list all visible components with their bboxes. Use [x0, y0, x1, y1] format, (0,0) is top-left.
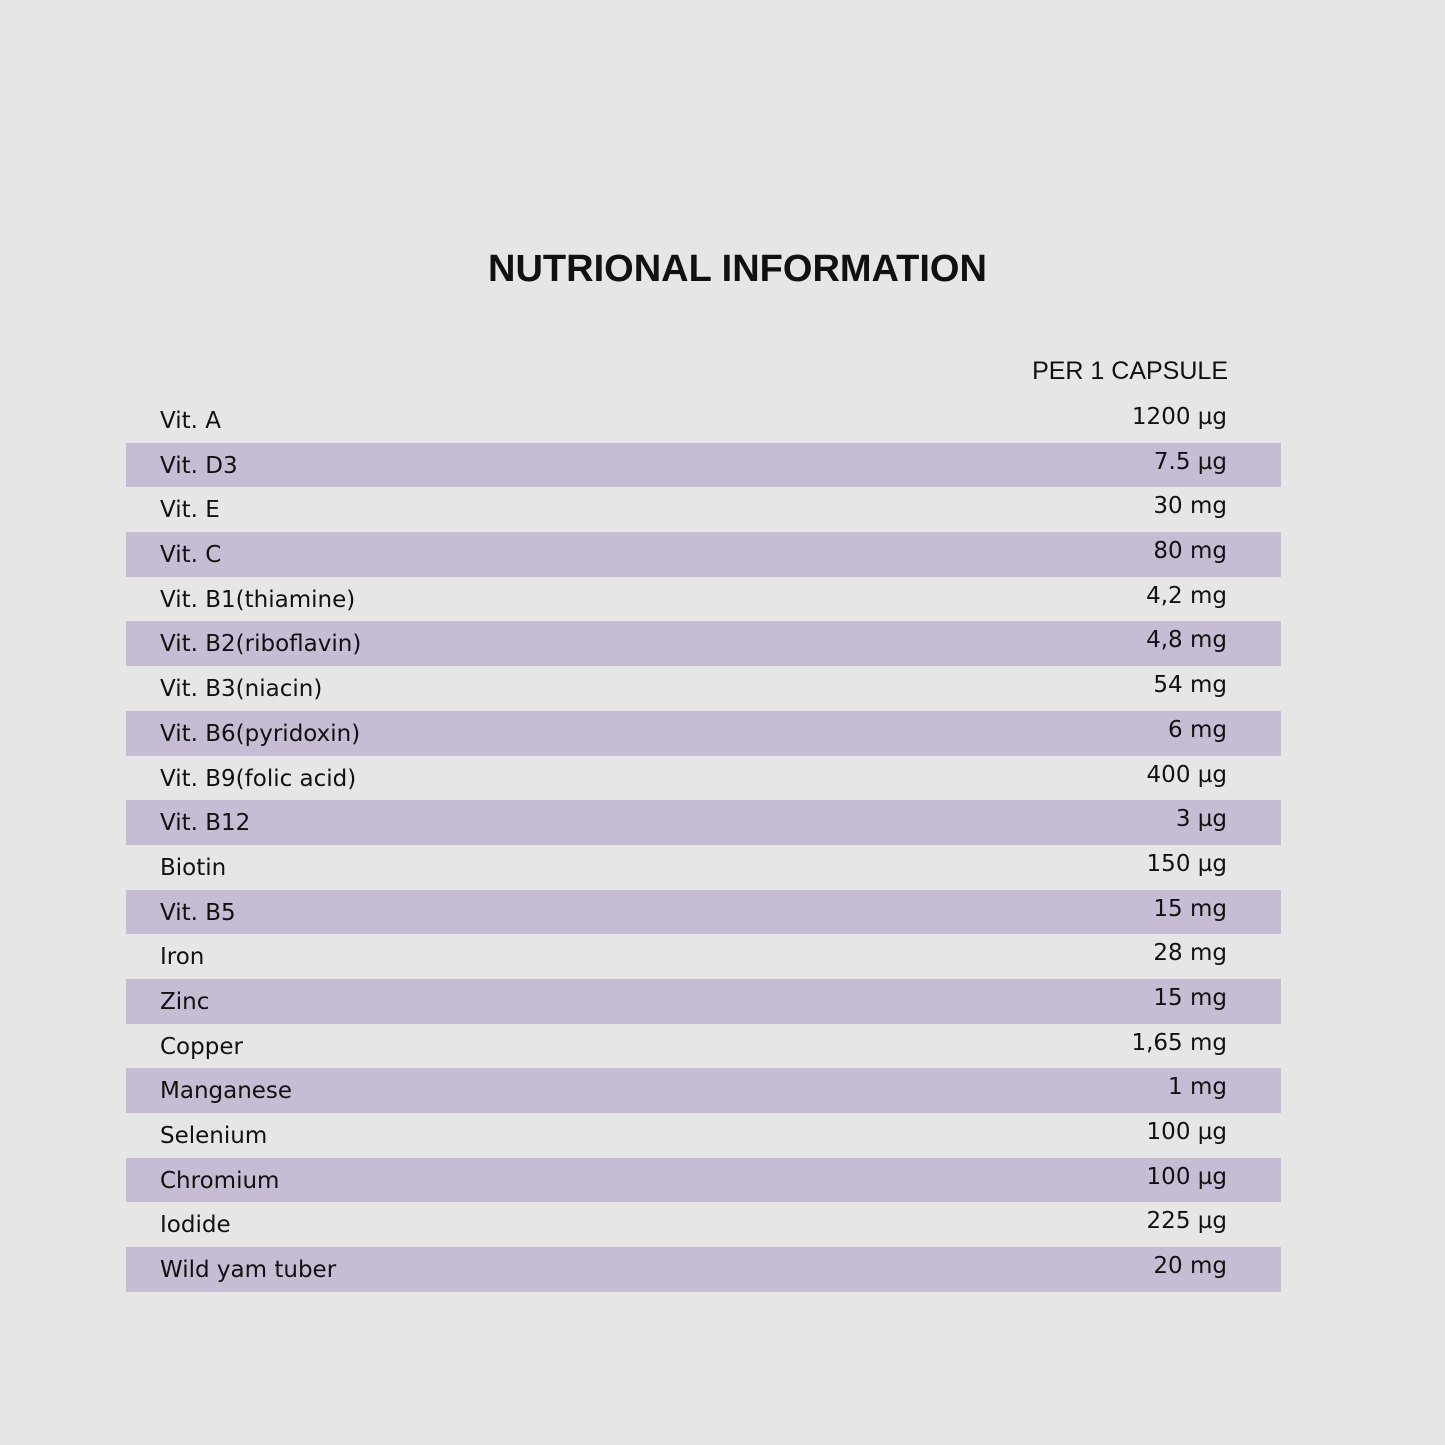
table-row: Vit. A 1200 µg — [126, 398, 1281, 443]
table-row: Vit. B1(thiamine) 4,2 mg — [126, 577, 1281, 622]
nutrient: Biotin — [160, 854, 227, 881]
table-row: Selenium 100 µg — [126, 1113, 1281, 1158]
table-row: Copper 1,65 mg — [126, 1024, 1281, 1069]
amount: 6 mg — [1168, 716, 1227, 743]
table-row: Chromium 100 µg — [126, 1157, 1281, 1203]
table-row: Iron 28 mg — [126, 934, 1281, 979]
nutrient: Vit. B1(thiamine) — [160, 586, 356, 613]
nutrient: Vit. B6(pyridoxin) — [160, 720, 361, 747]
amount: 4,2 mg — [1146, 582, 1227, 609]
table-row: Vit. B6(pyridoxin) 6 mg — [126, 710, 1281, 756]
amount: 100 µg — [1146, 1163, 1227, 1190]
column-header: PER 1 CAPSULE — [1032, 357, 1228, 385]
amount: 3 µg — [1175, 806, 1227, 833]
table-row: Biotin 150 µg — [126, 845, 1281, 890]
nutrient: Vit. E — [160, 497, 220, 524]
nutrient: Wild yam tuber — [160, 1257, 337, 1284]
table-row: Vit. E 30 mg — [126, 487, 1281, 532]
nutrient: Chromium — [160, 1167, 280, 1194]
table-row: Vit. B12 3 µg — [126, 800, 1281, 845]
amount: 1200 µg — [1131, 404, 1227, 430]
table-row: Vit. C 80 mg — [126, 532, 1281, 577]
amount: 150 µg — [1146, 850, 1227, 877]
nutrient: Vit. D3 — [160, 452, 238, 479]
nutrient: Vit. C — [160, 542, 222, 569]
table: Vit. A 1200 µg Vit. D3 7.5 µg Vit. E 30 mg Vit… — [126, 398, 1281, 1292]
table-row: Vit. B3(niacin) 54 mg — [126, 666, 1281, 711]
table-row: Iodide 225 µg — [126, 1202, 1281, 1247]
table-row: Vit. B5 15 mg — [126, 889, 1281, 935]
nutrient: Vit. B12 — [160, 810, 251, 837]
table-row: Manganese 1 mg — [126, 1068, 1281, 1113]
amount: 54 mg — [1153, 672, 1227, 699]
table-row: Wild yam tuber 20 mg — [126, 1247, 1281, 1292]
amount: 400 µg — [1146, 761, 1227, 788]
nutrient: Vit. B3(niacin) — [160, 676, 323, 703]
amount: 28 mg — [1153, 940, 1227, 967]
nutrient: Selenium — [160, 1123, 268, 1149]
amount: 225 µg — [1146, 1208, 1227, 1235]
amount: 80 mg — [1153, 538, 1227, 565]
nutrient: Iodide — [160, 1212, 231, 1239]
nutrient: Copper — [160, 1033, 243, 1060]
amount: 15 mg — [1153, 984, 1227, 1011]
table-row: Vit. B2(riboflavin) 4,8 mg — [126, 621, 1281, 667]
amount: 30 mg — [1153, 493, 1227, 520]
amount: 1,65 mg — [1131, 1029, 1227, 1056]
nutrient: Vit. A — [160, 408, 221, 434]
nutrient: Manganese — [160, 1078, 293, 1105]
amount: 20 mg — [1153, 1253, 1227, 1280]
nutrient: Vit. B9(folic acid) — [160, 765, 357, 792]
amount: 100 µg — [1146, 1119, 1227, 1145]
nutrient: Vit. B5 — [160, 899, 236, 926]
amount: 7.5 µg — [1153, 448, 1227, 475]
table-row: Zinc 15 mg — [126, 978, 1281, 1024]
nutrient: Vit. B2(riboflavin) — [160, 631, 362, 658]
amount: 1 mg — [1168, 1074, 1227, 1101]
nutrient: Iron — [160, 944, 205, 971]
nutrient: Zinc — [160, 988, 210, 1015]
amount: 15 mg — [1153, 895, 1227, 922]
title: NUTRIONAL INFORMATION — [488, 248, 987, 290]
table-row: Vit. D3 7.5 µg — [126, 442, 1281, 488]
amount: 4,8 mg — [1146, 627, 1227, 654]
table-row: Vit. B9(folic acid) 400 µg — [126, 756, 1281, 801]
